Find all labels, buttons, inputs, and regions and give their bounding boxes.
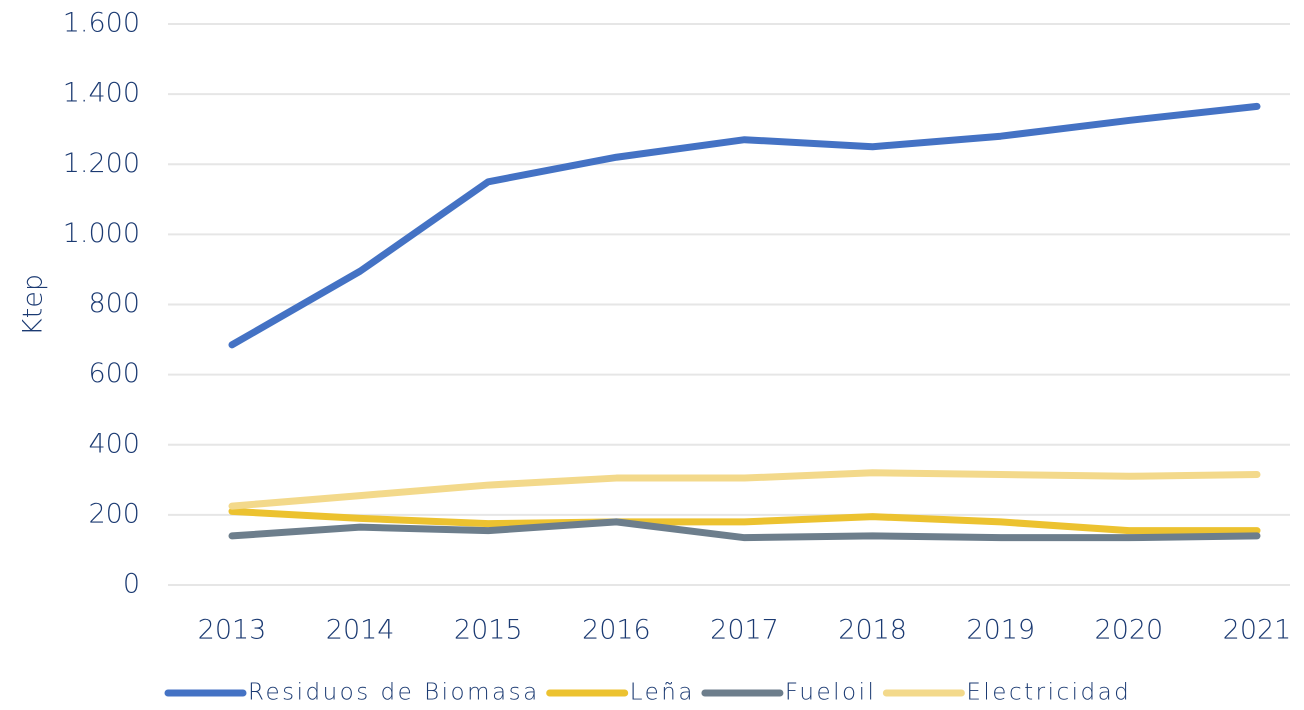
y-tick-label: 800 <box>88 288 140 319</box>
series-line <box>228 507 1261 535</box>
y-tick-label: 200 <box>88 498 140 529</box>
y-tick-label: 1.400 <box>63 78 140 109</box>
x-tick-label: 2018 <box>838 615 907 646</box>
legend-label: Residuos de Biomasa <box>248 680 540 706</box>
x-tick-label: 2014 <box>326 615 395 646</box>
x-tick-label: 2019 <box>966 615 1035 646</box>
series-line <box>228 518 1261 542</box>
x-tick-label: 2015 <box>454 615 523 646</box>
series-line <box>228 469 1261 510</box>
y-tick-label: 1.000 <box>63 218 140 249</box>
legend-label: Fueloil <box>785 680 876 706</box>
x-tick-label: 2021 <box>1223 615 1292 646</box>
y-tick-label: 600 <box>88 358 140 389</box>
series-line <box>228 102 1261 349</box>
legend-label: Leña <box>630 680 695 706</box>
x-tick-label: 2020 <box>1095 615 1164 646</box>
y-tick-label: 1.600 <box>63 8 140 39</box>
y-axis-label: Ktep <box>18 274 49 336</box>
x-tick-label: 2013 <box>198 615 267 646</box>
x-tick-label: 2017 <box>710 615 779 646</box>
legend-label: Electricidad <box>966 680 1131 706</box>
y-tick-label: 400 <box>88 428 140 459</box>
y-tick-label: 0 <box>123 569 140 600</box>
x-tick-label: 2016 <box>582 615 651 646</box>
y-tick-label: 1.200 <box>63 148 140 179</box>
